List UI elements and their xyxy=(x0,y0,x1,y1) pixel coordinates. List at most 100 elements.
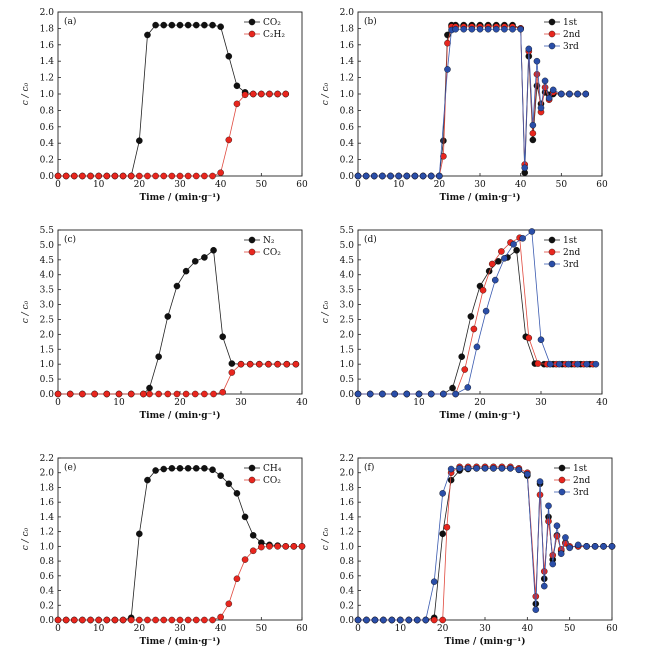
data-point xyxy=(292,360,300,368)
series-line xyxy=(358,249,590,395)
series-line xyxy=(58,24,286,177)
x-tick-label: 60 xyxy=(296,180,308,190)
data-point xyxy=(565,360,572,368)
data-point xyxy=(397,616,404,624)
legend-entry: 3rd xyxy=(563,42,579,52)
series-1 xyxy=(54,90,290,180)
y-tick-label: 0.0 xyxy=(340,172,355,182)
x-tick-label: 60 xyxy=(606,624,618,634)
data-point xyxy=(460,25,468,33)
data-point xyxy=(467,313,475,320)
data-point xyxy=(354,616,362,624)
data-point xyxy=(225,136,233,144)
panel-label: (d) xyxy=(364,234,377,245)
legend-marker xyxy=(558,476,566,484)
data-point xyxy=(246,360,254,368)
series-2 xyxy=(354,465,616,624)
x-tick-label: 50 xyxy=(256,624,268,634)
x-axis-title: Time / (min·g⁻¹) xyxy=(439,410,520,421)
y-tick-label: 1.5 xyxy=(40,345,55,355)
x-tick-label: 30 xyxy=(174,180,186,190)
data-point xyxy=(258,90,265,98)
y-tick-label: 3.5 xyxy=(340,286,355,296)
legend-entry: N₂ xyxy=(263,236,275,246)
data-point xyxy=(439,490,446,497)
x-tick-label: 20 xyxy=(434,180,446,190)
y-tick-label: 1.6 xyxy=(340,498,355,508)
data-point xyxy=(537,336,545,344)
data-point xyxy=(219,333,226,341)
data-point xyxy=(557,550,565,558)
data-point xyxy=(379,390,386,398)
data-point xyxy=(529,136,537,144)
y-tick-label: 2.0 xyxy=(40,469,55,479)
data-point xyxy=(168,465,176,472)
legend-entry: 3rd xyxy=(563,260,579,270)
x-tick-label: 20 xyxy=(174,398,186,408)
legend: 1st 2nd 3rd xyxy=(554,464,591,498)
data-point xyxy=(119,172,127,180)
series-line xyxy=(358,28,586,177)
series-1 xyxy=(354,234,597,398)
legend-entry: CO₂ xyxy=(263,248,281,258)
data-point xyxy=(449,384,456,392)
data-point xyxy=(160,616,168,624)
data-point xyxy=(233,575,241,583)
x-tick-label: 20 xyxy=(134,180,146,190)
y-tick-label: 4.0 xyxy=(340,271,355,281)
data-point xyxy=(482,307,490,315)
data-point xyxy=(87,172,94,180)
series-line xyxy=(58,467,302,621)
data-point xyxy=(184,172,192,180)
y-tick-label: 1.5 xyxy=(340,345,355,355)
x-tick-label: 40 xyxy=(596,398,608,408)
data-point xyxy=(413,616,421,624)
data-point xyxy=(103,390,111,398)
data-point xyxy=(458,353,465,361)
data-point xyxy=(70,172,78,180)
data-point xyxy=(574,90,581,98)
data-point xyxy=(476,25,484,33)
series-2 xyxy=(354,25,590,180)
data-point xyxy=(403,172,411,180)
legend-marker xyxy=(558,488,566,496)
x-tick-label: 10 xyxy=(413,398,425,408)
y-tick-label: 5.0 xyxy=(40,241,55,251)
data-point xyxy=(524,470,531,478)
data-point xyxy=(509,25,516,33)
data-point xyxy=(485,267,493,275)
x-tick-label: 50 xyxy=(564,624,576,634)
y-tick-label: 1.2 xyxy=(340,74,354,84)
legend-entry: 1st xyxy=(563,18,577,28)
data-point xyxy=(583,360,591,368)
data-point xyxy=(217,613,224,621)
y-tick-label: 1.0 xyxy=(40,542,55,552)
data-point xyxy=(233,100,241,108)
data-point xyxy=(274,543,281,550)
y-tick-label: 0.8 xyxy=(340,557,355,567)
data-point xyxy=(219,388,226,396)
data-point xyxy=(283,360,291,368)
legend-entry: CO₂ xyxy=(263,18,281,28)
data-point xyxy=(415,390,423,398)
x-tick-label: 0 xyxy=(55,180,61,190)
data-point xyxy=(217,472,224,479)
y-tick-label: 1.0 xyxy=(40,90,55,100)
data-point xyxy=(395,172,402,180)
data-point xyxy=(298,543,306,550)
data-point xyxy=(111,172,119,180)
legend-entry: 2nd xyxy=(563,248,581,258)
x-tick-label: 40 xyxy=(522,624,534,634)
data-point xyxy=(510,241,517,248)
data-point xyxy=(447,476,455,484)
y-tick-label: 1.8 xyxy=(40,483,55,493)
data-point xyxy=(62,616,70,624)
y-tick-label: 0.2 xyxy=(340,601,354,611)
data-point xyxy=(456,465,463,472)
y-tick-label: 2.0 xyxy=(40,8,55,18)
y-tick-label: 1.6 xyxy=(340,41,355,51)
y-tick-label: 1.4 xyxy=(40,513,55,523)
y-tick-label: 0.2 xyxy=(40,156,54,166)
data-point xyxy=(201,465,208,472)
